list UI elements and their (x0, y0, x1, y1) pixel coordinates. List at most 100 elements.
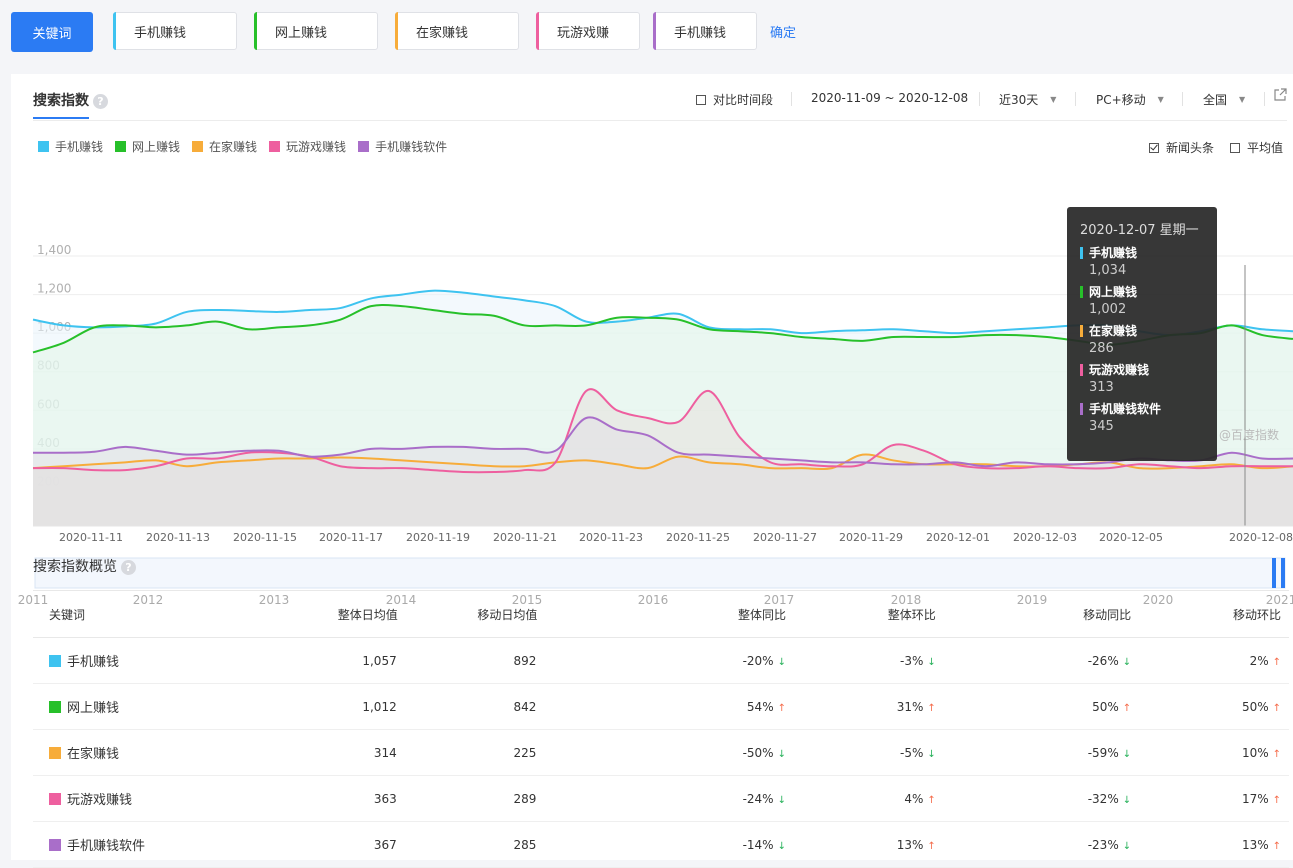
legend-item[interactable]: 手机赚钱软件 (358, 138, 447, 155)
x-tick-label: 2020-11-27 (753, 531, 817, 544)
region-select[interactable]: 全国 ▼ (1203, 91, 1245, 108)
export-button[interactable] (1273, 88, 1287, 102)
device-value: PC+移动 (1096, 93, 1146, 107)
tooltip-color-bar (1080, 402, 1083, 415)
keyword-swatch (49, 838, 61, 851)
slider-handle-right[interactable] (1281, 558, 1285, 588)
mobile-avg-cell: 842 (397, 683, 538, 730)
compare-period-checkbox[interactable]: 对比时间段 (696, 91, 773, 108)
option-label: 平均值 (1247, 141, 1284, 155)
overall-mom-cell: 4% ↑ (793, 775, 944, 822)
overall-yoy-cell: 54% ↑ (537, 683, 794, 730)
date-range-picker[interactable]: 2020-11-09 ~ 2020-12-08 (811, 91, 968, 105)
percent-value: 10% (1241, 745, 1269, 760)
caret-down-icon: ▼ (1239, 95, 1246, 104)
x-tick-label: 2020-11-19 (406, 531, 470, 544)
arrow-down-icon: ↓ (1122, 794, 1132, 806)
option-label: 新闻头条 (1166, 141, 1215, 155)
overall-avg-cell: 314 (248, 729, 398, 776)
keyword-cell-content: 手机赚钱软件 (49, 835, 247, 854)
help-icon[interactable]: ? (93, 93, 108, 109)
percent-value: 50% (1092, 699, 1119, 714)
table-row: 在家赚钱 314 225 -50% ↓ -5% ↓ -59% ↓ 10% ↑ (33, 729, 1289, 776)
keyword-cell: 网上赚钱 (33, 683, 249, 730)
legend-swatch (269, 141, 281, 152)
keyword-tag[interactable]: 在家赚钱 (395, 12, 519, 50)
x-tick-label: 2020-11-29 (839, 531, 903, 544)
keyword-tag[interactable]: 手机赚钱 (653, 12, 757, 50)
percent-value: -23% (1087, 837, 1119, 852)
arrow-up-icon: ↑ (1272, 656, 1281, 668)
keyword-cell-content: 网上赚钱 (49, 697, 247, 716)
arrow-down-icon: ↓ (927, 748, 936, 760)
x-tick-label: 2020-12-05 (1099, 531, 1163, 544)
keyword-button[interactable]: 关键词 (11, 12, 93, 52)
option-checkbox[interactable]: 平均值 (1230, 139, 1283, 156)
legend-label: 手机赚钱 (55, 140, 104, 154)
keyword-color-bar (395, 12, 398, 50)
keyword-tag-label: 手机赚钱 (674, 25, 727, 41)
overall-avg-cell: 363 (248, 775, 398, 822)
overall-yoy-cell: -50% ↓ (537, 729, 794, 776)
arrow-down-icon: ↓ (777, 748, 786, 760)
series-line[interactable] (32, 388, 1293, 474)
overview-table: 关键词 整体日均值 移动日均值 整体同比 整体环比 移动同比 移动环比 手机赚钱 1,057 8… (33, 590, 1289, 868)
keyword-cell: 在家赚钱 (33, 729, 249, 776)
keyword-color-bar (536, 12, 539, 50)
overview-title: 搜索指数概览? (33, 556, 136, 576)
overall-avg-cell: 1,057 (248, 637, 398, 684)
tooltip-date: 2020-12-07 星期一 (1080, 223, 1199, 238)
compare-period-label: 对比时间段 (713, 93, 774, 107)
mobile-yoy-cell: -32% ↓ (943, 775, 1140, 822)
legend-item[interactable]: 网上赚钱 (115, 138, 180, 155)
region-value: 全国 (1203, 93, 1228, 107)
x-tick-label: 2020-11-17 (319, 531, 383, 544)
keyword-tag-label: 在家赚钱 (416, 25, 469, 41)
legend-item[interactable]: 手机赚钱 (38, 138, 103, 155)
table-header: 整体环比 (793, 590, 944, 638)
percent-value: 13% (896, 837, 924, 852)
keyword-tag[interactable]: 玩游戏赚 (536, 12, 640, 50)
mobile-yoy-cell: -26% ↓ (943, 637, 1140, 684)
slider-handle-left[interactable] (1272, 558, 1276, 588)
series-line[interactable] (32, 416, 1293, 468)
legend-item[interactable]: 在家赚钱 (192, 138, 257, 155)
keyword-cell: 手机赚钱 (33, 637, 249, 684)
arrow-down-icon: ↓ (1122, 840, 1132, 852)
timeline-slider[interactable] (34, 557, 1286, 589)
mobile-avg-cell: 289 (397, 775, 538, 822)
arrow-up-icon: ↑ (927, 702, 936, 714)
overall-avg-cell: 1,012 (248, 683, 398, 730)
option-checkbox[interactable]: 新闻头条 (1149, 139, 1214, 156)
caret-down-icon: ▼ (1157, 95, 1164, 104)
period-select[interactable]: 近30天 ▼ (999, 91, 1056, 108)
overall-mom-cell: -3% ↓ (793, 637, 944, 684)
confirm-button[interactable]: 确定 (770, 26, 797, 41)
help-icon[interactable]: ? (121, 559, 136, 575)
separator (1264, 92, 1265, 106)
tooltip-row: 手机赚钱软件 345 (1080, 400, 1204, 434)
keyword-cell: 玩游戏赚钱 (33, 775, 249, 822)
search-index-chart[interactable]: 2004006008001,0001,2001,4002020-11-11202… (11, 148, 1293, 618)
keyword-tag[interactable]: 手机赚钱 (113, 12, 237, 50)
arrow-up-icon: ↑ (1272, 748, 1281, 760)
keyword-name: 手机赚钱软件 (67, 839, 146, 854)
mobile-mom-cell: 50% ↑ (1139, 683, 1289, 730)
legend-label: 手机赚钱软件 (375, 140, 448, 154)
mobile-yoy-cell: -59% ↓ (943, 729, 1140, 776)
keyword-tag[interactable]: 网上赚钱 (254, 12, 378, 50)
table-row: 玩游戏赚钱 363 289 -24% ↓ 4% ↑ -32% ↓ 17% ↑ (33, 775, 1289, 822)
keyword-swatch (49, 746, 61, 759)
tab-search-index[interactable]: 搜索指数? (33, 90, 108, 110)
device-select[interactable]: PC+移动 ▼ (1096, 91, 1164, 108)
arrow-up-icon: ↑ (1272, 794, 1281, 806)
percent-value: -5% (900, 745, 924, 760)
tooltip-series-name: 网上赚钱 (1080, 283, 1204, 300)
arrow-down-icon: ↓ (1122, 748, 1132, 760)
keyword-color-bar (254, 12, 257, 50)
checkbox-icon (1149, 142, 1159, 153)
tooltip-row: 在家赚钱 286 (1080, 322, 1204, 356)
table-header: 整体同比 (537, 590, 794, 638)
legend-item[interactable]: 玩游戏赚钱 (269, 138, 346, 155)
x-tick-label: 2020-11-11 (59, 531, 123, 544)
